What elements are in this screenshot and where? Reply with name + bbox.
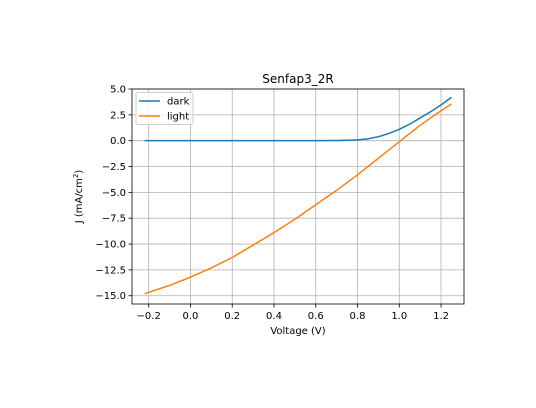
series-line-light — [144, 103, 452, 295]
plot-series — [144, 96, 452, 295]
x-tick-label: 0.8 — [350, 311, 366, 322]
y-axis-label-main: J (mA/cm — [74, 178, 85, 224]
y-tick-label: 5.0 — [110, 85, 126, 96]
x-tick-label: 0.2 — [224, 311, 240, 322]
x-axis-label: Voltage (V) — [270, 326, 325, 337]
y-tick-label: −2.5 — [102, 162, 126, 173]
y-axis-label: J (mA/cm2) — [72, 170, 85, 225]
series-line-dark — [144, 96, 452, 142]
y-tick-label: 0.0 — [110, 136, 126, 147]
x-tick-label: −0.2 — [137, 311, 161, 322]
y-axis-label-end: ) — [74, 170, 85, 174]
y-axis-ticks: 5.0 2.5 0.0 −2.5 −5.0 −7.5 −10.0 −12.5 −15.0 — [95, 85, 132, 302]
x-tick-label: 0.0 — [183, 311, 199, 322]
x-tick-label: 1.0 — [391, 311, 407, 322]
y-tick-label: −5.0 — [102, 188, 126, 199]
legend: dark light — [135, 92, 194, 125]
legend-label-dark: dark — [167, 97, 190, 108]
legend-label-light: light — [167, 112, 189, 123]
chart-title: Senfap3_2R — [262, 72, 333, 86]
y-tick-label: −10.0 — [95, 240, 126, 251]
x-axis-ticks: −0.2 0.0 0.2 0.4 0.6 0.8 1.0 1.2 — [137, 304, 449, 322]
y-tick-label: −12.5 — [95, 265, 126, 276]
x-tick-label: 1.2 — [433, 311, 449, 322]
y-axis-label-superscript: 2 — [72, 174, 80, 178]
axes-frame — [131, 88, 465, 305]
x-tick-label: 0.6 — [308, 311, 324, 322]
x-tick-label: 0.4 — [266, 311, 282, 322]
y-tick-label: −15.0 — [95, 291, 126, 302]
y-tick-label: 2.5 — [110, 110, 126, 121]
y-tick-label: −7.5 — [102, 214, 126, 225]
